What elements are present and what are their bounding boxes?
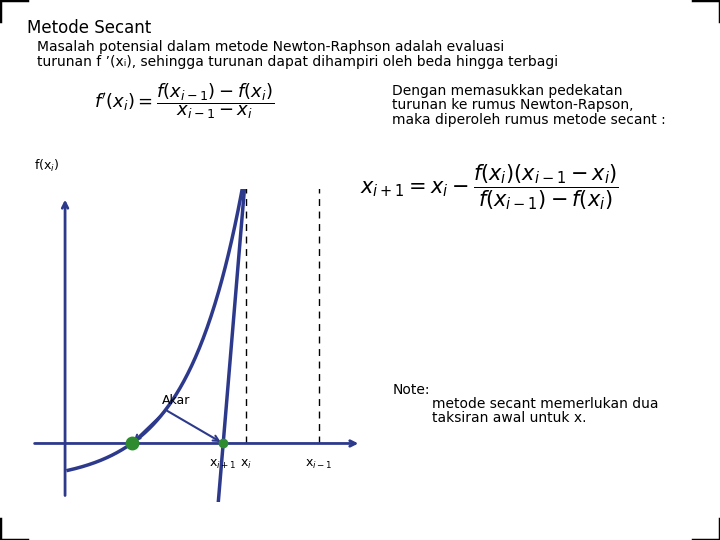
Text: $x_{i+1} = x_i - \dfrac{f(x_i)(x_{i-1} - x_i)}{f(x_{i-1}) - f(x_i)}$: $x_{i+1} = x_i - \dfrac{f(x_i)(x_{i-1} -… — [360, 162, 619, 212]
Text: turunan ke rumus Newton-Rapson,: turunan ke rumus Newton-Rapson, — [392, 98, 634, 112]
Text: Masalah potensial dalam metode Newton-Raphson adalah evaluasi: Masalah potensial dalam metode Newton-Ra… — [37, 40, 505, 55]
Text: Metode Secant: Metode Secant — [27, 19, 152, 37]
Text: $f^{\prime}(x_i) = \dfrac{f(x_{i-1}) - f(x_i)}{x_{i-1} - x_i}$: $f^{\prime}(x_i) = \dfrac{f(x_{i-1}) - f… — [94, 81, 274, 120]
Text: turunan f ʼ(xᵢ), sehingga turunan dapat dihampiri oleh beda hingga terbagi: turunan f ʼ(xᵢ), sehingga turunan dapat … — [37, 55, 559, 69]
Text: f(x$_i$): f(x$_i$) — [34, 158, 59, 174]
Text: x$_i$: x$_i$ — [240, 458, 252, 471]
Text: Akar: Akar — [135, 394, 190, 440]
Text: taksiran awal untuk x.: taksiran awal untuk x. — [432, 411, 587, 426]
Text: x$_{i-1}$: x$_{i-1}$ — [305, 458, 333, 471]
Text: metode secant memerlukan dua: metode secant memerlukan dua — [432, 397, 659, 411]
Text: Dengan memasukkan pedekatan: Dengan memasukkan pedekatan — [392, 84, 623, 98]
Text: x$_{i+1}$: x$_{i+1}$ — [210, 458, 237, 471]
Text: Note:: Note: — [392, 383, 430, 397]
Text: maka diperoleh rumus metode secant :: maka diperoleh rumus metode secant : — [392, 113, 666, 127]
